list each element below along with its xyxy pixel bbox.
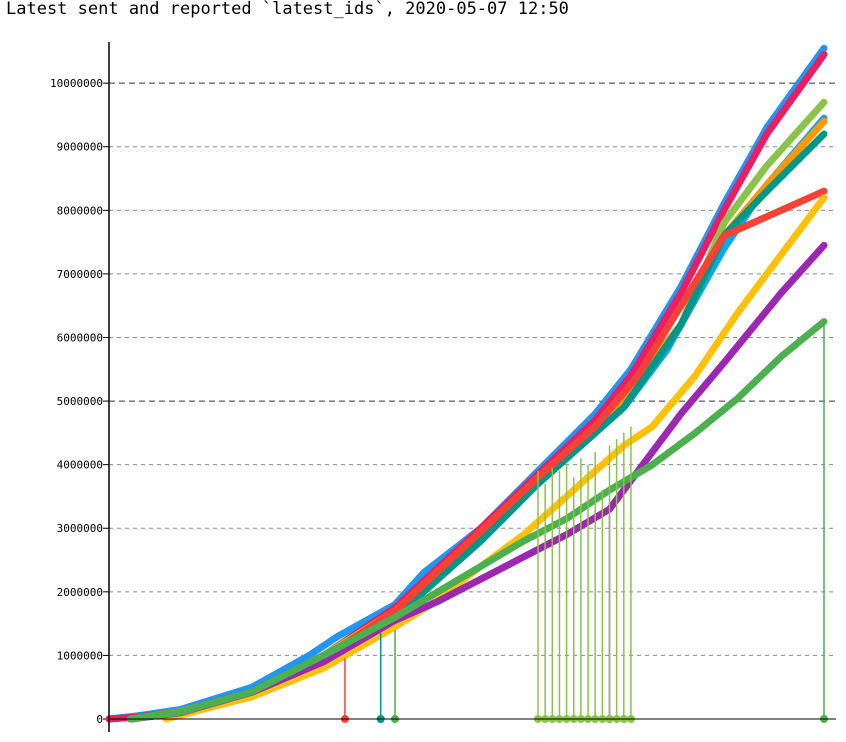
y-tick-label: 5000000 <box>57 395 103 408</box>
y-tick-label: 8000000 <box>57 204 103 217</box>
y-tick-label: 6000000 <box>57 331 103 344</box>
chart-title: Latest sent and reported `latest_ids`, 2… <box>6 0 569 19</box>
y-tick-label: 3000000 <box>57 522 103 535</box>
y-tick-label: 2000000 <box>57 586 103 599</box>
series-line-2 <box>105 51 828 723</box>
y-tick-label: 9000000 <box>57 141 103 154</box>
y-axis-ticks: 0 1000000 2000000 3000000 4000000 5000000 6000… <box>50 77 109 726</box>
series-layer <box>105 44 828 723</box>
series-line-9 <box>126 241 828 723</box>
y-tick-label: 4000000 <box>57 459 103 472</box>
y-tick-label: 1000000 <box>57 649 103 662</box>
y-tick-label: 0 <box>96 713 103 726</box>
gridlines <box>109 82 836 656</box>
y-tick-label: 7000000 <box>57 268 103 281</box>
series-line-1 <box>105 44 828 723</box>
y-tick-label: 10000000 <box>50 77 103 90</box>
series-line-7 <box>126 187 828 723</box>
reset-layer <box>340 321 828 723</box>
series-line-10 <box>126 318 828 723</box>
series-line-8 <box>162 194 828 723</box>
